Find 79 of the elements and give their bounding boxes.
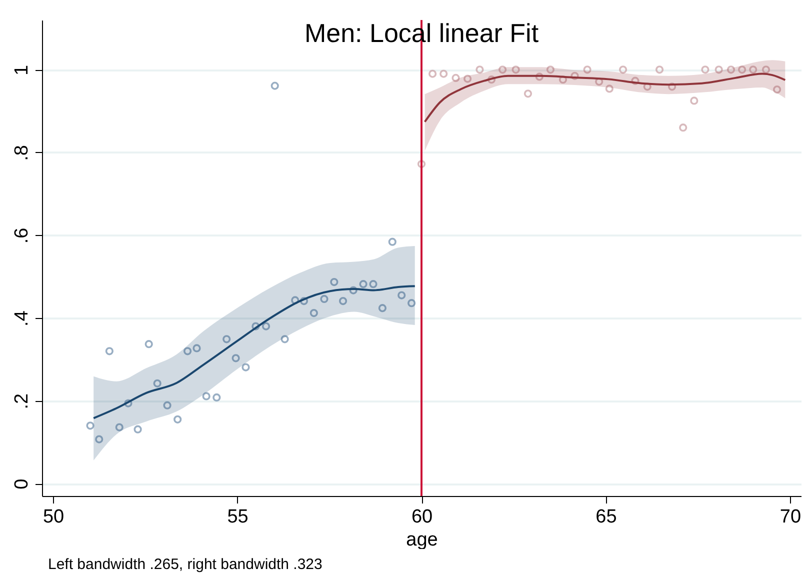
point [690,96,698,105]
point [212,393,221,402]
point [558,76,568,84]
point [115,423,124,432]
point [679,124,688,132]
point [749,66,758,74]
point [153,379,162,388]
point [280,335,289,344]
point [428,70,437,78]
point [202,392,210,400]
point [192,344,201,352]
y-tick-label: 0 [12,478,32,490]
point [222,335,231,344]
point [252,322,260,330]
point [726,66,736,74]
y-tick-label: .8 [12,145,32,161]
point [570,72,579,80]
point [95,435,104,444]
text: Left bandwidth .265, right bandwidth .323 [48,556,322,573]
point [349,286,358,294]
point [86,422,94,430]
point [452,74,460,82]
point [668,82,676,91]
point [701,66,710,74]
point [738,66,746,74]
point [124,399,132,408]
line-series [424,72,786,123]
point [388,238,396,246]
point [583,66,592,74]
point [631,76,640,85]
point [163,401,172,410]
point [144,340,153,348]
point [476,66,484,74]
point [291,296,300,304]
point [618,66,628,74]
point [655,66,664,74]
x-tick-label: 60 [411,506,433,528]
point [714,66,723,74]
point [605,84,614,93]
point [105,347,114,356]
point [524,90,532,98]
point [463,74,472,83]
point [546,66,555,74]
point [232,354,240,362]
point [320,294,328,304]
x-tick-label: 70 [780,506,802,528]
point [440,70,448,78]
point [310,308,318,318]
point [643,82,652,91]
point [300,296,308,306]
point [183,347,192,356]
point [359,280,368,288]
point [762,66,770,74]
point [487,76,496,84]
y-tick-label: 1 [12,64,32,76]
point [174,415,182,424]
point [535,72,544,81]
point [338,296,348,306]
line-series [92,285,416,420]
point [398,291,406,300]
x-tick-label: 50 [42,506,64,528]
point [595,78,604,86]
point [262,322,270,330]
point [369,280,378,288]
point [498,66,507,74]
point [512,66,520,74]
y-tick-label: .6 [12,228,32,244]
point [772,85,782,94]
point [378,304,387,312]
point [270,82,279,90]
point [242,363,250,372]
y-tick-label: .4 [12,310,32,326]
point [330,278,338,286]
x-tick-label: 65 [596,506,617,528]
point [407,299,416,308]
point [417,160,426,168]
y-tick-label: .2 [12,393,32,410]
x-tick-label: 55 [227,506,248,528]
point [134,425,142,434]
